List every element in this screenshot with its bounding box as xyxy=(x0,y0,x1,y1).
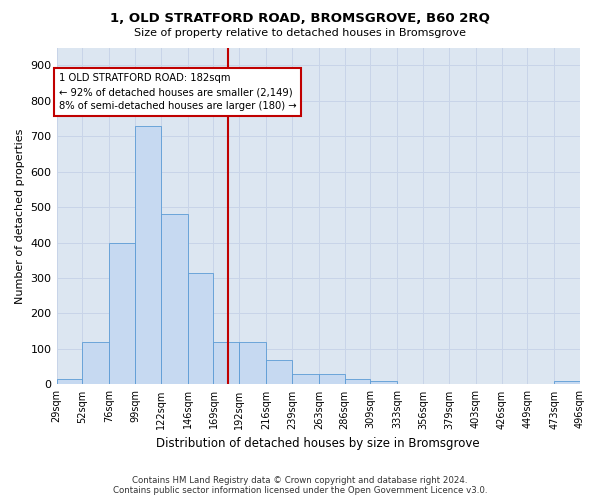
Bar xyxy=(188,272,214,384)
X-axis label: Distribution of detached houses by size in Bromsgrove: Distribution of detached houses by size … xyxy=(157,437,480,450)
Bar xyxy=(239,342,266,384)
Bar xyxy=(135,126,161,384)
Text: 1 OLD STRATFORD ROAD: 182sqm
← 92% of detached houses are smaller (2,149)
8% of : 1 OLD STRATFORD ROAD: 182sqm ← 92% of de… xyxy=(59,73,296,111)
Bar xyxy=(161,214,188,384)
Text: 1, OLD STRATFORD ROAD, BROMSGROVE, B60 2RQ: 1, OLD STRATFORD ROAD, BROMSGROVE, B60 2… xyxy=(110,12,490,26)
Bar xyxy=(109,242,135,384)
Bar xyxy=(56,379,82,384)
Text: Size of property relative to detached houses in Bromsgrove: Size of property relative to detached ho… xyxy=(134,28,466,38)
Bar xyxy=(554,381,580,384)
Bar xyxy=(370,381,397,384)
Bar xyxy=(82,342,109,384)
Bar xyxy=(319,374,344,384)
Bar xyxy=(214,342,239,384)
Bar xyxy=(292,374,319,384)
Bar xyxy=(344,379,370,384)
Bar xyxy=(266,360,292,384)
Text: Contains public sector information licensed under the Open Government Licence v3: Contains public sector information licen… xyxy=(113,486,487,495)
Text: Contains HM Land Registry data © Crown copyright and database right 2024.: Contains HM Land Registry data © Crown c… xyxy=(132,476,468,485)
Y-axis label: Number of detached properties: Number of detached properties xyxy=(15,128,25,304)
